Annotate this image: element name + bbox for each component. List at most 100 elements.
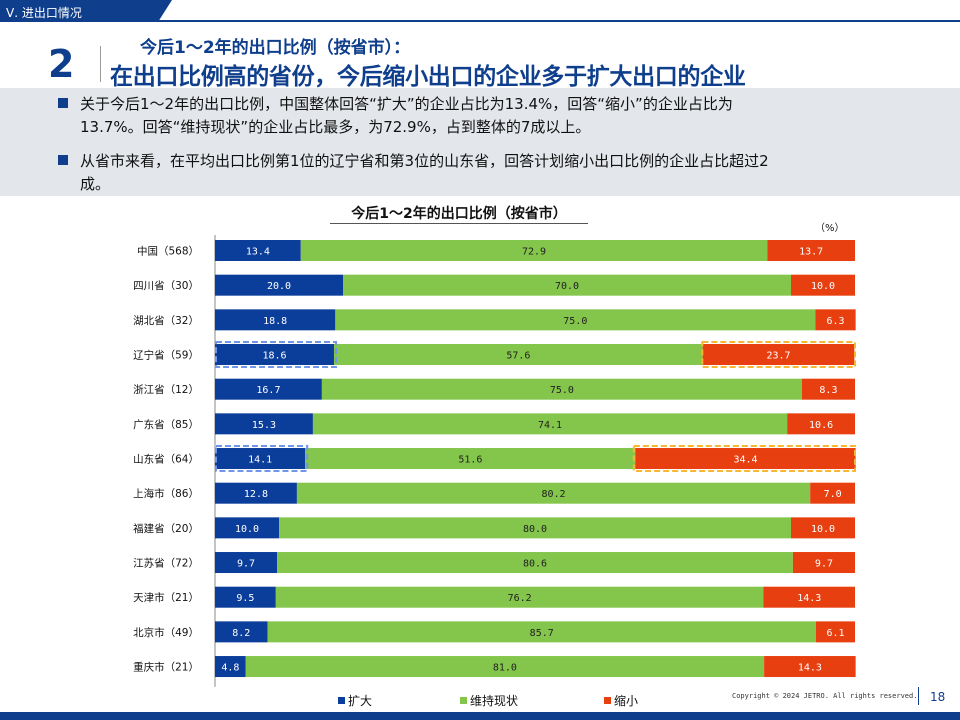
legend-item-maintain: 维持现状 — [460, 692, 518, 709]
bar-segment — [801, 378, 855, 400]
category-label: 北京市（49） — [133, 626, 199, 639]
bar-segment — [763, 586, 855, 608]
bar-segment — [787, 413, 855, 435]
bar-segment — [215, 621, 268, 643]
category-label: 广东省（85） — [133, 418, 199, 431]
data-label: 75.0 — [550, 385, 574, 396]
bar-segment — [215, 413, 313, 435]
data-label: 80.6 — [523, 559, 547, 570]
chart-title-underline — [330, 223, 588, 224]
section-tab-shape — [0, 0, 172, 22]
data-label: 10.0 — [811, 524, 835, 535]
data-label: 13.4 — [246, 247, 270, 258]
category-label: 江苏省（72） — [133, 557, 199, 570]
data-label: 6.3 — [826, 316, 844, 327]
bar-segment — [245, 656, 765, 678]
bar-segment — [215, 482, 297, 504]
bar-segment — [321, 378, 802, 400]
bar-segment — [279, 517, 791, 539]
bar-segment — [215, 517, 279, 539]
legend-item-expand: 扩大 — [338, 692, 372, 709]
bar-segment — [702, 344, 855, 366]
highlight-box-shrink — [632, 445, 857, 473]
data-label: 15.3 — [252, 420, 276, 431]
data-label: 9.5 — [236, 593, 254, 604]
summary-bullet-1-line2: 13.7%。回答“维持现状”的企业占比最多，为72.9%，占到整体的7成以上。 — [80, 118, 591, 136]
bar-segment — [215, 309, 336, 331]
data-label: 16.7 — [256, 385, 280, 396]
data-label: 57.6 — [506, 351, 530, 362]
bar-segment — [635, 448, 856, 470]
bar-segment — [215, 274, 343, 296]
bar-segment — [296, 482, 811, 504]
data-label: 20.0 — [267, 281, 291, 292]
category-label: 上海市（86） — [133, 487, 199, 500]
bar-segment — [312, 413, 788, 435]
data-label: 7.0 — [824, 489, 842, 500]
bar-segment — [335, 309, 816, 331]
data-label: 85.7 — [530, 628, 554, 639]
title-divider — [100, 46, 101, 82]
data-label: 10.0 — [811, 281, 835, 292]
page-title: 在出口比例高的省份，今后缩小出口的企业多于扩大出口的企业 — [110, 64, 746, 90]
category-label: 山东省（64） — [133, 453, 199, 466]
data-label: 18.8 — [263, 316, 287, 327]
category-label: 天津市（21） — [133, 591, 199, 604]
category-label: 福建省（20） — [133, 522, 199, 535]
summary-bullet-1-line1: 关于今后1～2年的出口比例，中国整体回答“扩大”的企业占比为13.4%，回答“缩… — [80, 95, 733, 113]
data-label: 8.2 — [232, 628, 250, 639]
data-label: 18.6 — [262, 351, 286, 362]
legend-label-maintain: 维持现状 — [470, 694, 519, 708]
summary-bullet-2-line2: 成。 — [80, 175, 111, 193]
bar-segment — [215, 656, 246, 678]
bar-segment — [334, 344, 703, 366]
legend-label-expand: 扩大 — [348, 694, 373, 708]
data-label: 34.4 — [734, 455, 758, 466]
data-label: 75.0 — [563, 316, 587, 327]
data-label: 72.9 — [522, 247, 546, 258]
data-label: 14.3 — [798, 663, 822, 674]
data-label: 12.8 — [244, 489, 268, 500]
bar-segment — [767, 240, 855, 261]
bar-segment — [305, 448, 636, 470]
section-tab-label: Ⅴ. 进出口情况 — [6, 6, 82, 20]
data-label: 10.0 — [235, 524, 259, 535]
data-label: 80.2 — [542, 489, 566, 500]
category-label: 重庆市（21） — [133, 661, 199, 674]
bar-segment — [792, 552, 855, 574]
data-label: 51.6 — [458, 455, 482, 466]
bar-segment — [815, 621, 855, 643]
bar-segment — [215, 378, 322, 400]
page-subtitle: 今后1～2年的出口比例（按省市）： — [140, 38, 411, 58]
bar-segment — [815, 309, 856, 331]
highlight-box-expand — [215, 445, 309, 473]
data-label: 76.2 — [508, 593, 532, 604]
bar-segment — [277, 552, 793, 574]
category-label: 中国（568） — [137, 245, 199, 258]
legend-item-shrink: 缩小 — [604, 692, 638, 709]
bar-segment — [215, 448, 306, 470]
summary-box — [0, 88, 960, 196]
chart-unit: （%） — [815, 223, 845, 234]
category-label: 四川省（30） — [133, 279, 199, 292]
data-label: 10.6 — [809, 420, 833, 431]
bar-segment — [343, 274, 791, 296]
bar-segment — [275, 586, 764, 608]
category-label: 辽宁省（59） — [133, 349, 199, 362]
bar-segment — [215, 586, 276, 608]
copyright: Copyright © 2024 JETRO. All rights reser… — [732, 692, 918, 700]
bar-segment — [810, 482, 855, 504]
bar-segment — [791, 274, 855, 296]
data-label: 80.0 — [523, 524, 547, 535]
data-label: 9.7 — [237, 559, 255, 570]
summary-bullet-2-line1: 从省市来看，在平均出口比例第1位的辽宁省和第3位的山东省，回答计划缩小出口比例的… — [80, 152, 769, 170]
data-label: 9.7 — [815, 559, 833, 570]
highlight-box-shrink — [701, 341, 856, 369]
footer-band — [0, 712, 960, 720]
legend-swatch-shrink — [604, 697, 611, 704]
bar-segment — [300, 240, 768, 261]
bullet-marker — [58, 155, 68, 165]
data-label: 4.8 — [221, 663, 239, 674]
chart-title: 今后1～2年的出口比例（按省市） — [351, 206, 567, 222]
